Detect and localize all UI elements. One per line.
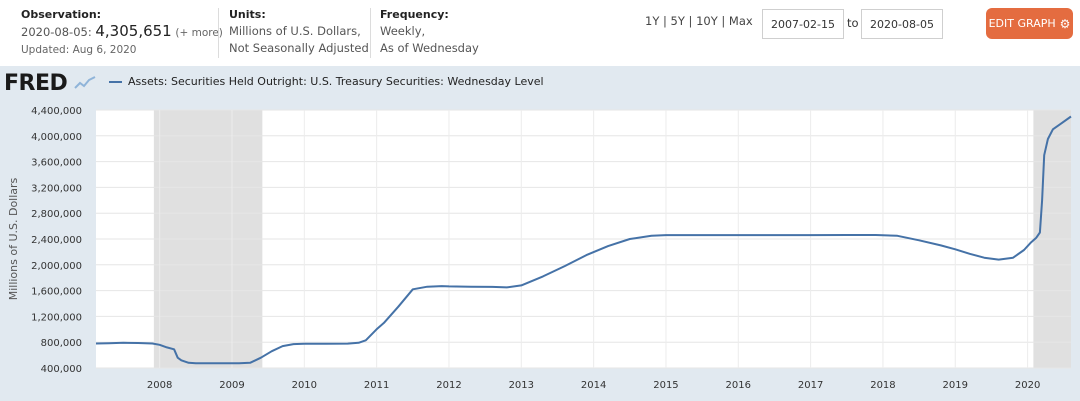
x-tick-label: 2016 (726, 380, 751, 391)
updated-date: Updated: Aug 6, 2020 (21, 44, 137, 56)
x-tick-label: 2019 (943, 380, 968, 391)
y-tick-label: 2,400,000 (31, 235, 82, 246)
frequency-block: Frequency: Weekly, As of Wednesday (380, 6, 479, 57)
observation-date: 2020-08-05: (21, 25, 92, 39)
observation-label: Observation: (21, 8, 102, 21)
fred-chart-icon (74, 76, 96, 89)
series-metadata-bar: Observation: 2020-08-05: 4,305,651 (+ mo… (0, 0, 1080, 66)
y-tick-label: 400,000 (41, 364, 82, 375)
units-block: Units: Millions of U.S. Dollars, Not Sea… (229, 6, 369, 57)
end-date-input[interactable]: 2020-08-05 (861, 9, 943, 39)
y-tick-label: 3,600,000 (31, 158, 82, 169)
range-5y[interactable]: 5Y (670, 14, 685, 28)
x-tick-label: 2015 (653, 380, 678, 391)
line-chart: 400,000 800,000 1,200,000 1,600,000 2,000,00… (7, 106, 1072, 391)
y-tick-label: 4,400,000 (31, 106, 82, 117)
y-axis-title: Millions of U.S. Dollars (7, 177, 20, 300)
observation-value: 4,305,651 (95, 22, 172, 40)
chart-panel: 400,000 800,000 1,200,000 1,600,000 2,000,00… (0, 66, 1080, 401)
y-tick-label: 4,000,000 (31, 132, 82, 143)
observation-more-link[interactable]: (+ more) (175, 27, 223, 39)
x-tick-label: 2010 (292, 380, 317, 391)
x-tick-label: 2012 (436, 380, 461, 391)
divider (218, 8, 219, 58)
fred-logo-text: FRED (4, 71, 68, 96)
legend-swatch (109, 80, 122, 83)
series-line (95, 115, 1072, 365)
legend-series-name: Assets: Securities Held Outright: U.S. T… (128, 75, 544, 88)
edit-graph-label: EDIT GRAPH (988, 17, 1056, 30)
chart-legend: Assets: Securities Held Outright: U.S. T… (109, 75, 544, 88)
start-date-input[interactable]: 2007-02-15 (762, 9, 844, 39)
y-tick-label: 3,200,000 (31, 183, 82, 194)
units-label: Units: (229, 8, 266, 21)
date-to-label: to (847, 16, 859, 30)
x-tick-label: 2014 (581, 380, 606, 391)
x-tick-label: 2018 (870, 380, 895, 391)
units-line-1: Millions of U.S. Dollars, (229, 24, 361, 38)
y-tick-label: 1,200,000 (31, 312, 82, 323)
y-tick-label: 2,800,000 (31, 209, 82, 220)
fred-logo[interactable]: FRED (4, 71, 96, 96)
x-tick-label: 2011 (364, 380, 389, 391)
x-tick-label: 2017 (798, 380, 823, 391)
range-max[interactable]: Max (728, 14, 753, 28)
x-tick-label: 2013 (509, 380, 534, 391)
frequency-line-2: As of Wednesday (380, 41, 479, 55)
range-selector: 1Y | 5Y | 10Y | Max (645, 14, 753, 28)
x-tick-label: 2009 (219, 380, 244, 391)
y-tick-label: 1,600,000 (31, 287, 82, 298)
gear-icon: ⚙ (1059, 16, 1071, 31)
x-tick-label: 2020 (1015, 380, 1040, 391)
y-tick-label: 800,000 (41, 338, 82, 349)
units-line-2: Not Seasonally Adjusted (229, 41, 369, 55)
edit-graph-button[interactable]: EDIT GRAPH ⚙ (986, 8, 1073, 39)
divider (370, 8, 371, 58)
x-tick-label: 2008 (147, 380, 172, 391)
observation-block: Observation: 2020-08-05: 4,305,651 (+ mo… (21, 6, 223, 59)
frequency-line-1: Weekly, (380, 24, 426, 38)
range-10y[interactable]: 10Y (696, 14, 718, 28)
frequency-label: Frequency: (380, 8, 449, 21)
range-1y[interactable]: 1Y (645, 14, 660, 28)
y-tick-label: 2,000,000 (31, 261, 82, 272)
